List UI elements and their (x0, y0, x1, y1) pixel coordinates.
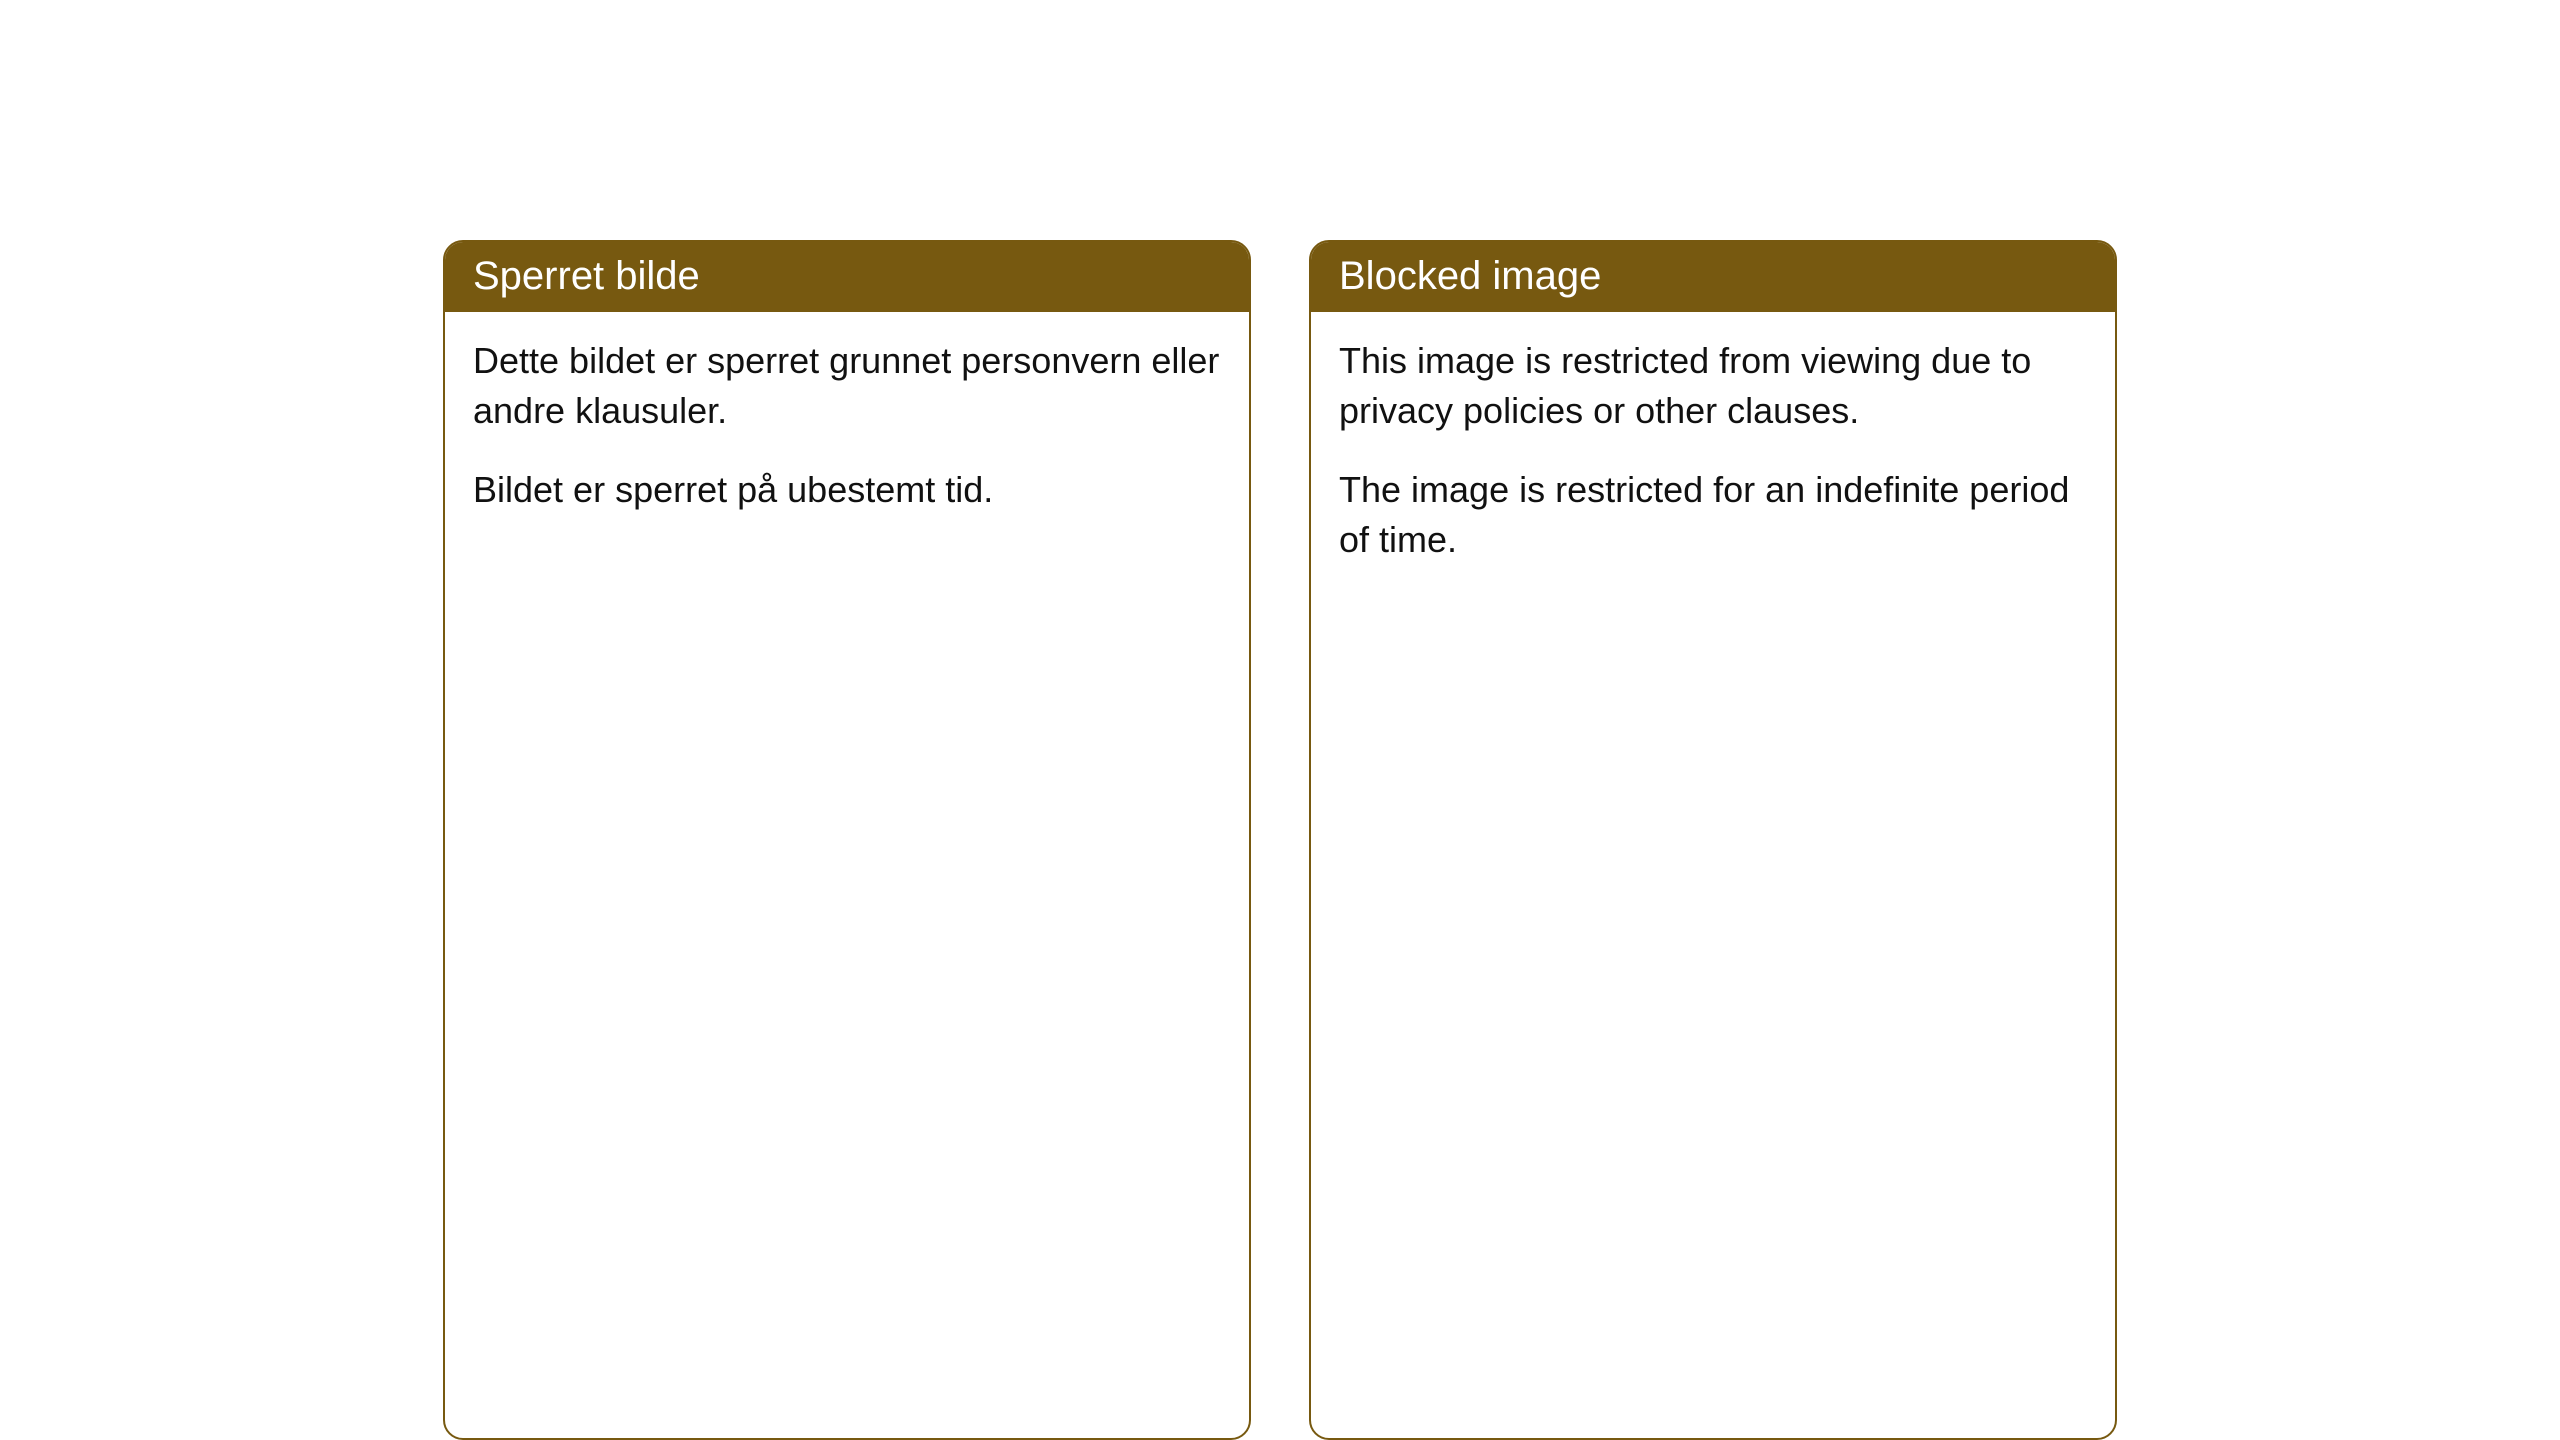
card-paragraph-no-2: Bildet er sperret på ubestemt tid. (473, 465, 1221, 515)
card-paragraph-en-2: The image is restricted for an indefinit… (1339, 465, 2087, 566)
card-header-en: Blocked image (1311, 242, 2115, 312)
blocked-image-card-no: Sperret bilde Dette bildet er sperret gr… (443, 240, 1251, 1440)
card-paragraph-no-1: Dette bildet er sperret grunnet personve… (473, 336, 1221, 437)
card-header-no: Sperret bilde (445, 242, 1249, 312)
card-body-no: Dette bildet er sperret grunnet personve… (445, 312, 1249, 559)
card-paragraph-en-1: This image is restricted from viewing du… (1339, 336, 2087, 437)
card-body-en: This image is restricted from viewing du… (1311, 312, 2115, 610)
blocked-image-card-en: Blocked image This image is restricted f… (1309, 240, 2117, 1440)
notice-container: Sperret bilde Dette bildet er sperret gr… (443, 240, 2117, 1440)
